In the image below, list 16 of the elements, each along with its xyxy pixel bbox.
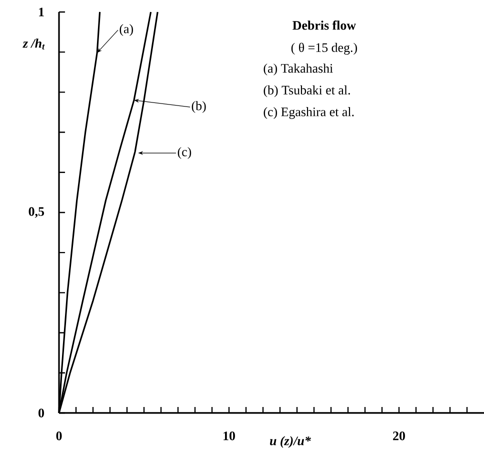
annotation: (c) [178, 147, 192, 159]
y-axis-title: z /h$_{t}$ [22, 38, 45, 50]
x-tick-label: 10 [224, 432, 235, 440]
text: ( θ =15 deg.) [291, 42, 357, 55]
annotation: (c) Egashira et al. [264, 107, 354, 119]
annotation: (a) Takahashi [264, 64, 333, 76]
x-tick-label: 0 [56, 432, 62, 440]
x-axis-title: u (z)/u* [270, 436, 311, 448]
x-tick-label: 20 [393, 432, 405, 440]
annotation: (a) [120, 24, 134, 36]
y-tick-label: 0 [38, 408, 44, 418]
annotation: (b) Tsubaki et al. [264, 85, 350, 98]
y-tick-label: 1 [39, 8, 44, 16]
annotation: (b) [192, 101, 206, 113]
text: Debris flow [292, 20, 356, 30]
y-tick-label: 0,5 [28, 207, 44, 218]
